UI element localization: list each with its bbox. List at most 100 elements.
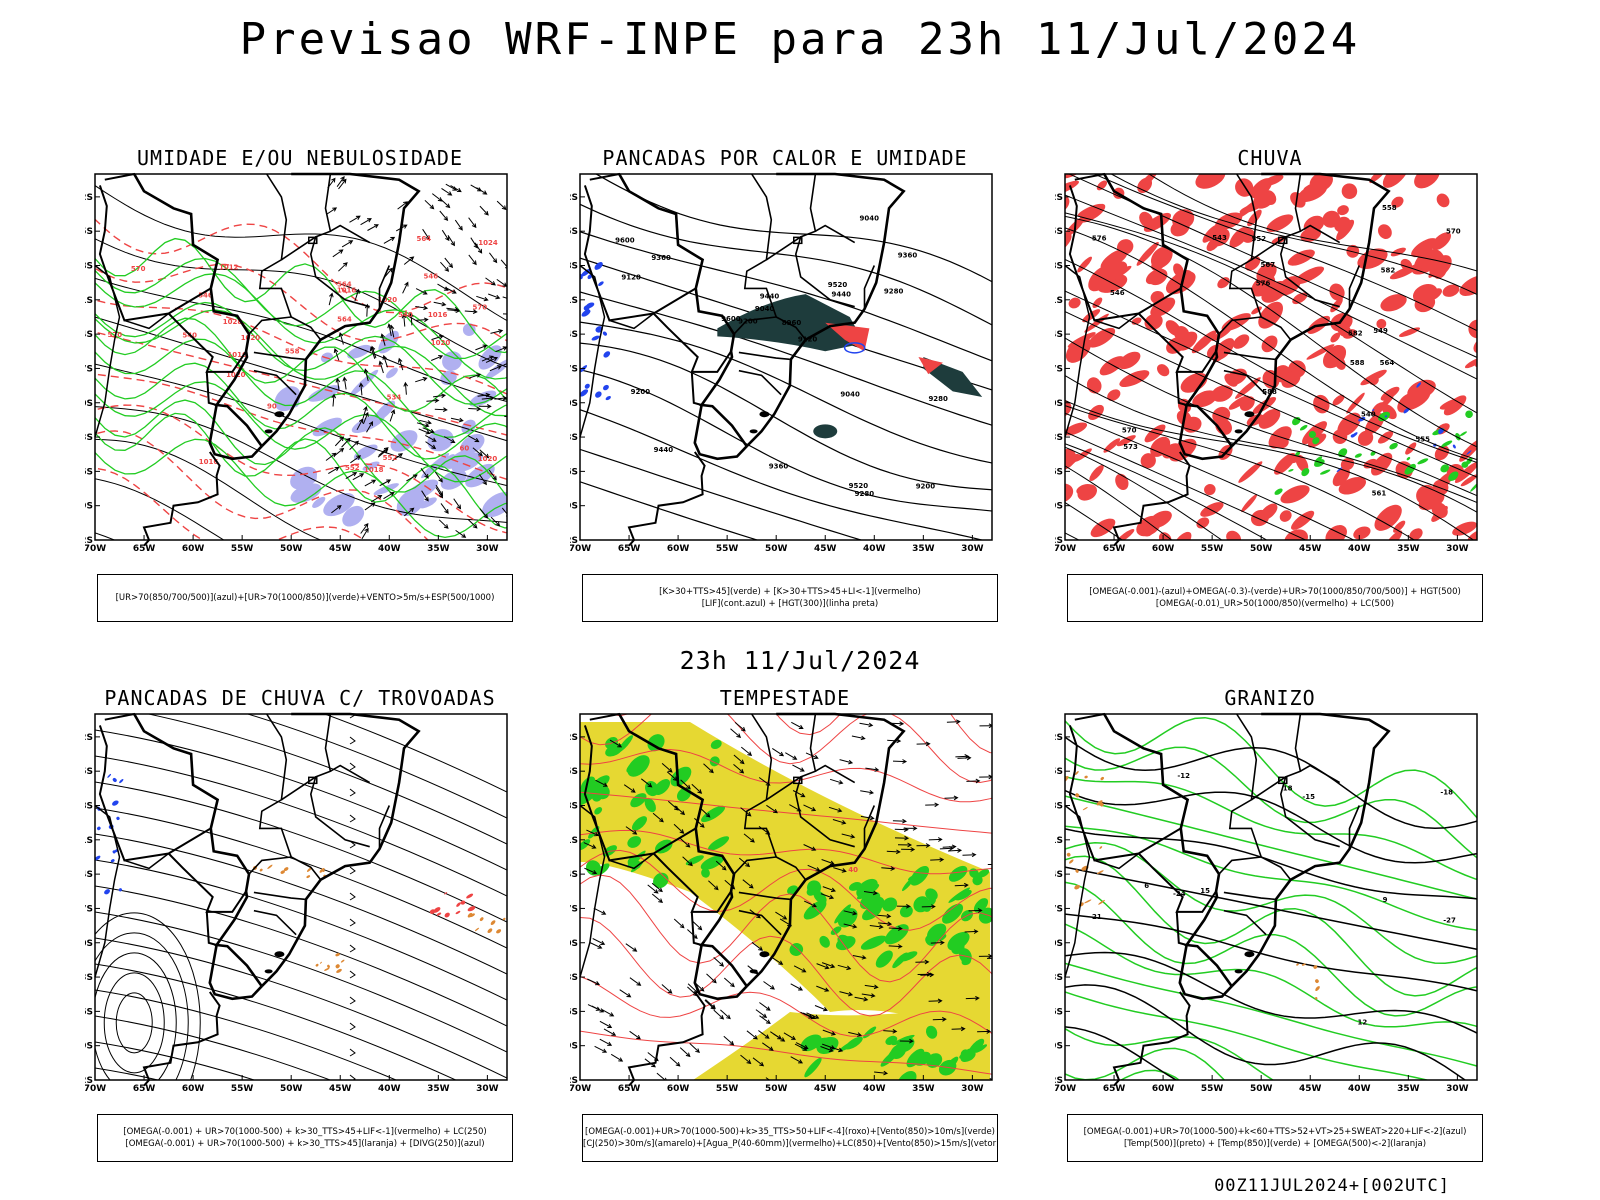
- wind-vector: [791, 721, 804, 729]
- country-border: [1178, 944, 1233, 1001]
- state-border: [863, 805, 876, 849]
- lon-tick-label: 40W: [1348, 544, 1371, 554]
- state-border: [1223, 909, 1267, 936]
- wind-vector: [467, 519, 478, 529]
- contour-label: 9200: [916, 483, 936, 491]
- wind850-green-area: [580, 789, 596, 806]
- coastline: [260, 712, 421, 988]
- omega-red-area: [1337, 205, 1349, 216]
- coastline: [1064, 264, 1091, 438]
- omega-red-area: [1065, 483, 1074, 503]
- contour-line: [95, 309, 507, 417]
- omega-red-area: [1261, 281, 1288, 303]
- wind-vector: [328, 292, 334, 306]
- wind-vector: [415, 376, 428, 383]
- lon-tick-label: 30W: [1446, 1084, 1469, 1094]
- omega-red-area: [1107, 389, 1121, 401]
- omega-red-area: [1374, 504, 1402, 531]
- contour-line: [95, 399, 507, 498]
- country-border: [1094, 312, 1140, 330]
- lat-tick-label: 18S: [85, 262, 93, 272]
- wind-vector: [661, 763, 673, 773]
- lon-tick-label: 50W: [765, 544, 788, 554]
- streamline-arrow: [349, 970, 356, 979]
- streamline: [95, 952, 177, 1080]
- lat-tick-label: 18S: [85, 802, 93, 812]
- wind-vector: [489, 252, 498, 264]
- omega-red-area: [1065, 180, 1079, 196]
- omega-green-area: [1440, 464, 1450, 473]
- wind-vector: [421, 490, 429, 502]
- panel-tempestade: TEMPESTADE 40 12S 15S 18S 21S 24S 27S 30S 33S 36S…: [570, 686, 1000, 1162]
- lat-tick-label: 36S: [1055, 467, 1063, 477]
- lat-tick-label: 24S: [570, 870, 578, 880]
- coastline: [745, 712, 906, 988]
- streamline: [95, 833, 507, 975]
- legend-line: [LIF](cont.azul) + [HGT(300)](linha pret…: [701, 599, 879, 609]
- wind-vector: [360, 218, 372, 226]
- legend-line: [K>30+TTS>45](verde) + [K>30+TTS>45+LI<-…: [659, 587, 921, 597]
- contour-label: 1018: [364, 466, 384, 474]
- lat-tick-label: 27S: [1055, 364, 1063, 374]
- lat-tick-label: 30S: [1055, 939, 1063, 949]
- lat-tick-label: 27S: [85, 364, 93, 374]
- omega-red-area: [1068, 297, 1081, 309]
- wind-vector: [894, 835, 910, 841]
- lon-tick-label: 40W: [863, 1084, 886, 1094]
- wind-vector: [841, 833, 856, 839]
- omega-red-area: [1274, 453, 1296, 475]
- plot-frame: [94, 713, 508, 1081]
- state-border: [733, 173, 778, 335]
- contour-line: [1065, 913, 1477, 992]
- wind-vector: [441, 187, 453, 196]
- mid-timestamp: 23h 11/Jul/2024: [679, 646, 921, 675]
- omega-red-area: [1407, 379, 1436, 400]
- state-border: [248, 713, 293, 875]
- wind-vector: [977, 1029, 992, 1034]
- wind-vector: [932, 1017, 947, 1022]
- storm-orange-area: [467, 912, 473, 918]
- wind-vector: [878, 921, 893, 927]
- omega500-orange-area: [1074, 884, 1080, 890]
- contour-line: [580, 203, 992, 326]
- wind-vector: [479, 474, 487, 486]
- wind850-green-area: [948, 887, 971, 903]
- contour-label: 1020: [241, 334, 261, 342]
- lat-tick-label: 42S: [1055, 536, 1063, 546]
- wind-vector: [928, 998, 943, 1004]
- lat-tick-label: 18S: [570, 262, 578, 272]
- wind-vector: [406, 474, 418, 482]
- wind-vector: [472, 447, 483, 457]
- panel-umidade: UMIDADE E/OU NEBULOSIDADE 1012 1016 1020 10…: [85, 146, 515, 622]
- lon-tick-label: 60W: [1152, 1084, 1175, 1094]
- legend-line: [Temp(500)](preto) + [Temp(850)](verde) …: [1123, 1139, 1427, 1149]
- contour-label: 549: [1373, 327, 1388, 335]
- wind-vector: [584, 867, 598, 875]
- wind-vector: [674, 805, 686, 816]
- wind-vector: [691, 783, 703, 794]
- wind-vector: [364, 502, 376, 511]
- omega-red-area: [1295, 454, 1309, 472]
- wind-vector: [583, 842, 597, 849]
- storm-orange-area: [283, 867, 289, 871]
- country-border: [690, 911, 702, 946]
- wind850-green-area: [830, 926, 842, 935]
- contour-line: [95, 299, 507, 395]
- lifted-index-contour: [603, 351, 611, 358]
- contour-label: 1016: [337, 286, 357, 294]
- wind-vector: [772, 747, 785, 757]
- country-border: [583, 712, 704, 862]
- streamline-arrow: [349, 762, 356, 771]
- wind-vector: [916, 843, 931, 848]
- legend-line: [OMEGA(-0.001) + UR>70(1000-500) + k>30_…: [125, 1139, 485, 1149]
- wind-vector: [371, 494, 383, 503]
- humidity-blue-area: [451, 452, 483, 473]
- divergence-area: [112, 850, 116, 854]
- lat-tick-label: 36S: [85, 1007, 93, 1017]
- lon-tick-label: 30W: [961, 544, 984, 554]
- wind-vector: [785, 752, 798, 760]
- wind-vector: [839, 759, 854, 765]
- omega-red-area: [1217, 277, 1230, 289]
- wind-vector: [439, 210, 449, 221]
